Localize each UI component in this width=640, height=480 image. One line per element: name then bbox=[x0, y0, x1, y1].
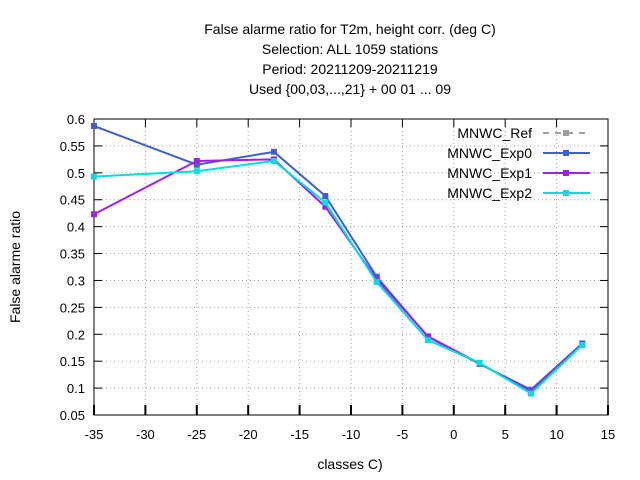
legend-label: MNWC_Exp1 bbox=[447, 165, 532, 181]
legend-label: MNWC_Exp0 bbox=[447, 145, 532, 161]
y-tick-label: 0.35 bbox=[60, 247, 85, 262]
x-tick-label: -10 bbox=[342, 427, 361, 442]
y-tick-label: 0.45 bbox=[60, 193, 85, 208]
x-tick-label: -20 bbox=[239, 427, 258, 442]
data-point bbox=[425, 333, 432, 340]
data-point bbox=[193, 168, 200, 175]
data-point bbox=[270, 157, 277, 164]
legend-marker bbox=[563, 150, 569, 156]
x-tick-label: -35 bbox=[85, 427, 104, 442]
y-tick-label: 0.4 bbox=[67, 220, 85, 235]
data-point bbox=[425, 337, 432, 344]
x-tick-label: 5 bbox=[502, 427, 509, 442]
data-point bbox=[373, 279, 380, 286]
y-tick-label: 0.1 bbox=[67, 381, 85, 396]
title-line: False alarme ratio for T2m, height corr.… bbox=[204, 21, 496, 37]
y-tick-label: 0.25 bbox=[60, 300, 85, 315]
data-point bbox=[91, 122, 97, 129]
x-tick-label: -30 bbox=[136, 427, 155, 442]
data-point bbox=[193, 161, 200, 168]
data-point bbox=[322, 199, 329, 206]
y-axis-label: False alarme ratio bbox=[7, 211, 23, 323]
y-tick-label: 0.15 bbox=[60, 354, 85, 369]
y-tick-label: 0.55 bbox=[60, 139, 85, 154]
legend-label: MNWC_Ref bbox=[457, 125, 532, 141]
title-line: Used {00,03,...,21} + 00 01 ... 09 bbox=[249, 81, 451, 97]
data-point bbox=[270, 148, 277, 155]
y-tick-label: 0.6 bbox=[67, 112, 85, 127]
series-lines bbox=[91, 122, 586, 397]
legend-marker bbox=[563, 170, 569, 176]
data-point bbox=[476, 359, 483, 366]
x-tick-label: 15 bbox=[601, 427, 615, 442]
legend-marker bbox=[563, 130, 569, 136]
data-point bbox=[322, 192, 329, 199]
title-line: Selection: ALL 1059 stations bbox=[262, 41, 438, 57]
grid bbox=[94, 119, 608, 415]
legend-marker bbox=[563, 190, 569, 196]
data-point bbox=[527, 390, 534, 397]
legend-label: MNWC_Exp2 bbox=[447, 185, 532, 201]
legend: MNWC_Ref MNWC_Exp0 MNWC_Exp1 MNWC_Exp2 bbox=[447, 125, 590, 201]
x-tick-label: 10 bbox=[549, 427, 563, 442]
axis-ticks: 0.05 0.1 0.15 0.2 0.25 0.3 0.35 0.4 0.45 0.5 0.55 0… bbox=[60, 112, 616, 442]
y-tick-label: 0.2 bbox=[67, 327, 85, 342]
data-point bbox=[193, 157, 200, 164]
x-tick-label: -25 bbox=[187, 427, 206, 442]
x-axis-label: classes C) bbox=[317, 456, 382, 472]
y-tick-label: 0.05 bbox=[60, 408, 85, 423]
x-tick-label: -5 bbox=[397, 427, 409, 442]
data-point bbox=[322, 203, 329, 210]
x-tick-label: 0 bbox=[450, 427, 457, 442]
data-point bbox=[91, 173, 97, 180]
chart-title: False alarme ratio for T2m, height corr.… bbox=[204, 21, 496, 97]
data-point bbox=[91, 211, 97, 218]
plot-frame bbox=[93, 118, 609, 416]
title-line: Period: 20211209-20211219 bbox=[262, 61, 438, 77]
x-tick-label: -15 bbox=[290, 427, 309, 442]
data-point bbox=[579, 342, 586, 349]
y-tick-label: 0.5 bbox=[67, 166, 85, 181]
y-tick-label: 0.3 bbox=[67, 273, 85, 288]
